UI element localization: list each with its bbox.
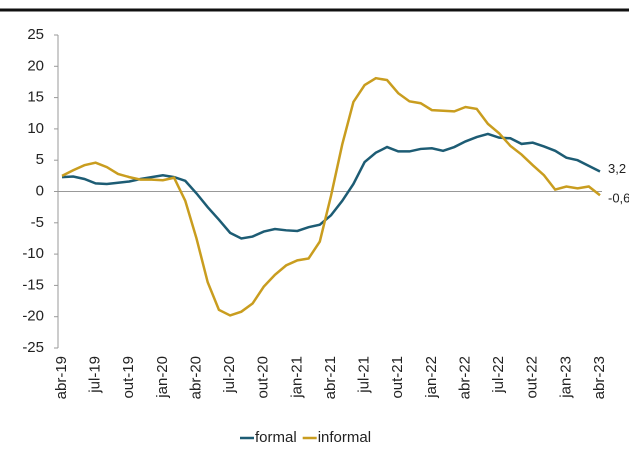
x-tick-label: abr-23 — [591, 356, 608, 399]
x-tick-label: jan-20 — [154, 356, 171, 399]
x-tick-label: jul-19 — [87, 356, 104, 394]
x-tick-label: out-19 — [120, 356, 137, 399]
x-tick-label: jul-20 — [221, 356, 238, 394]
x-tick-label: abr-22 — [456, 356, 473, 399]
y-tick-label: 25 — [27, 26, 44, 43]
y-tick-label: -20 — [22, 308, 44, 325]
value-label: 3,2 — [608, 161, 626, 176]
x-tick-label: out-21 — [389, 356, 406, 399]
y-tick-label: -5 — [31, 214, 44, 231]
x-tick-label: jan-21 — [288, 356, 305, 399]
x-tick-label: jan-23 — [557, 356, 574, 399]
x-tick-label: jul-22 — [490, 356, 507, 394]
y-tick-label: -10 — [22, 245, 44, 262]
y-tick-label: -25 — [22, 339, 44, 356]
x-tick-label: abr-20 — [187, 356, 204, 399]
legend-label: informal — [318, 429, 371, 446]
y-tick-label: 15 — [27, 89, 44, 106]
legend-label: formal — [255, 429, 297, 446]
y-tick-label: 5 — [36, 151, 44, 168]
y-tick-label: 20 — [27, 57, 44, 74]
series-line — [61, 76, 601, 317]
x-tick-label: abr-21 — [322, 356, 339, 399]
y-tick-label: -15 — [22, 276, 44, 293]
x-tick-label: out-22 — [524, 356, 541, 399]
x-tick-label: abr-19 — [53, 356, 70, 399]
series-line — [61, 132, 601, 240]
y-tick-label: 0 — [36, 182, 44, 199]
y-tick-label: 10 — [27, 120, 44, 137]
x-tick-label: jan-22 — [423, 356, 440, 399]
x-tick-label: jul-21 — [356, 356, 373, 394]
x-tick-label: out-20 — [255, 356, 272, 399]
value-label: -0,6 — [608, 191, 629, 206]
